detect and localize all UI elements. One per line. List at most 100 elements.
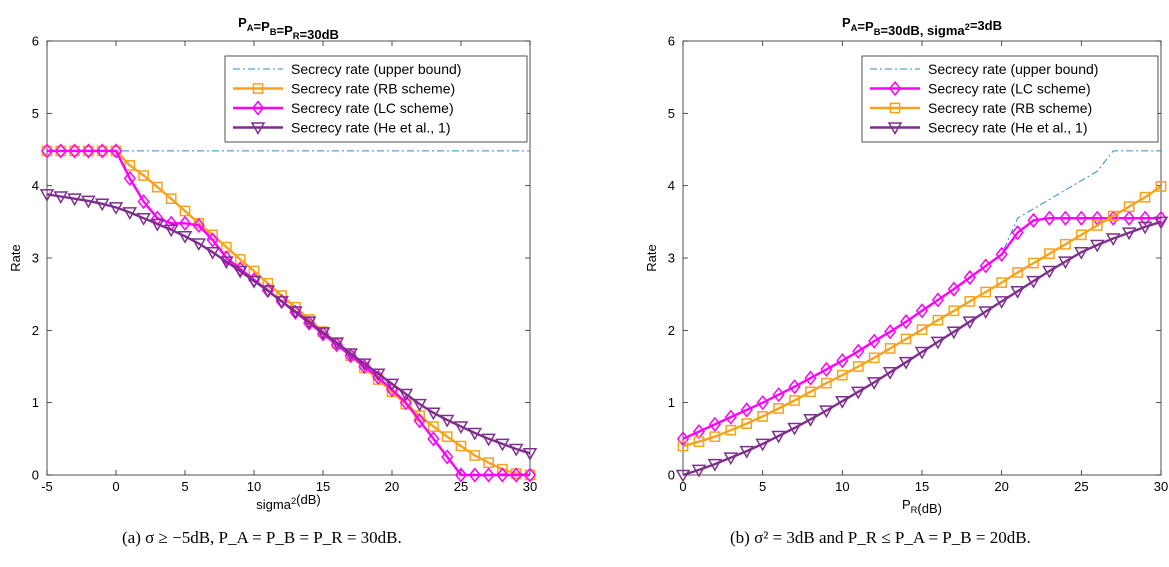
data-point	[192, 217, 205, 234]
data-point	[772, 387, 785, 403]
data-point	[82, 143, 95, 159]
data-point	[899, 314, 913, 330]
data-point	[482, 467, 495, 483]
data-point	[724, 409, 737, 425]
series-lc	[676, 210, 1168, 447]
x-tick-label: 10	[835, 479, 849, 494]
data-point	[1105, 233, 1121, 246]
legend-label: Secrecy rate (LC scheme)	[928, 81, 1091, 97]
x-tick-label: 30	[1154, 479, 1168, 494]
data-point	[274, 296, 289, 309]
data-point	[980, 286, 992, 298]
data-point	[109, 143, 123, 159]
data-point	[1107, 210, 1119, 222]
data-point	[898, 356, 914, 370]
data-point	[914, 346, 930, 360]
data-point	[850, 386, 866, 400]
title-text-part: P	[238, 15, 247, 30]
data-point	[412, 398, 427, 412]
data-point	[1154, 210, 1168, 226]
title-text-part: sigma	[256, 497, 291, 512]
data-point	[510, 467, 523, 483]
data-point	[455, 440, 467, 452]
data-point	[94, 198, 110, 212]
legend-label: Secrecy rate (upper bound)	[291, 61, 461, 77]
series-he	[675, 216, 1169, 483]
data-point	[978, 306, 994, 320]
title-text-part: P	[842, 15, 851, 30]
data-point	[481, 433, 496, 447]
y-axis-label: Rate	[644, 244, 659, 271]
data-point	[931, 292, 945, 308]
data-point	[930, 336, 946, 350]
data-point	[677, 440, 689, 452]
data-point	[1138, 210, 1152, 226]
data-point	[138, 170, 149, 181]
x-tick-label: 20	[385, 479, 399, 494]
title-text-part: =30dB	[300, 27, 339, 42]
legend-label: Secrecy rate (upper bound)	[928, 61, 1098, 77]
x-tick-label: 15	[316, 479, 330, 494]
title-text-part: B	[874, 27, 881, 37]
data-point	[962, 316, 978, 330]
data-point	[81, 195, 96, 209]
title-text-part: 2	[965, 22, 970, 32]
data-point	[691, 464, 707, 478]
data-point	[246, 275, 262, 289]
y-tick-label: 1	[668, 395, 675, 410]
y-tick-label: 5	[668, 106, 675, 121]
data-point	[787, 422, 802, 436]
data-point	[53, 191, 69, 205]
data-point	[165, 193, 177, 205]
data-point	[206, 232, 219, 248]
series-line	[682, 216, 1161, 440]
y-tick-label: 2	[32, 323, 39, 338]
data-point	[820, 361, 833, 377]
data-point	[947, 281, 960, 297]
data-point	[234, 254, 246, 265]
data-point	[1121, 227, 1137, 241]
data-point	[884, 324, 897, 340]
legend-marker	[251, 100, 265, 116]
y-tick-label: 5	[32, 106, 39, 121]
data-point	[755, 438, 770, 452]
data-point	[343, 348, 358, 361]
data-point	[1155, 181, 1167, 192]
series-rb	[677, 181, 1167, 452]
data-point	[398, 388, 414, 402]
data-point	[248, 265, 260, 277]
title-text-part: =P	[254, 19, 271, 34]
data-point	[124, 160, 136, 171]
data-point	[413, 413, 426, 429]
data-point	[836, 353, 849, 369]
data-point	[301, 316, 317, 330]
legend-label: Secrecy rate (He et al., 1)	[928, 120, 1088, 136]
data-point	[709, 431, 721, 443]
x-axis-label: sigma2(dB)	[256, 492, 320, 512]
data-point	[805, 386, 816, 398]
data-point	[1026, 275, 1041, 289]
data-point	[1058, 256, 1073, 270]
y-tick-label: 6	[668, 34, 675, 49]
data-point	[946, 326, 962, 340]
legend-marker	[888, 80, 902, 97]
data-point	[68, 143, 81, 159]
title-text-part: (dB)	[917, 501, 942, 516]
data-point	[739, 445, 755, 459]
series-he	[39, 189, 538, 461]
data-point	[963, 269, 976, 286]
data-point	[1011, 225, 1024, 241]
legend-marker	[889, 102, 901, 114]
data-point	[1010, 286, 1025, 299]
data-point	[483, 457, 494, 469]
data-point	[288, 306, 303, 320]
data-point	[260, 285, 276, 299]
data-point	[496, 467, 509, 483]
data-point	[882, 367, 898, 380]
data-point	[1042, 265, 1057, 279]
title-text-part: R	[293, 31, 300, 41]
data-point	[178, 215, 192, 231]
data-point	[756, 395, 769, 411]
data-point	[819, 405, 834, 419]
